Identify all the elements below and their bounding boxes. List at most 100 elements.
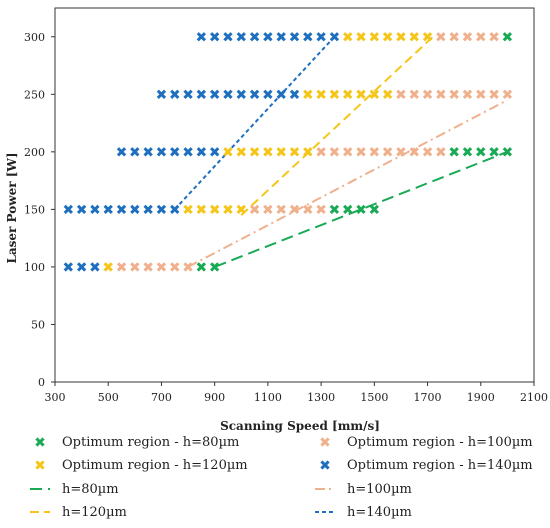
- legend-item: Optimum region - h=80µm: [35, 435, 239, 450]
- data-point: [409, 89, 419, 99]
- data-point: [183, 204, 193, 215]
- legend-item: Optimum region - h=120µm: [35, 458, 248, 473]
- data-point: [90, 262, 100, 272]
- data-point: [223, 89, 233, 99]
- x-tick-label: 1700: [414, 391, 442, 404]
- legend-label: h=120µm: [62, 505, 127, 520]
- y-tick-label: 50: [31, 318, 45, 331]
- x-axis-ticks: 300 500 700 900 1100 1300 1500 1700 1900 2100: [45, 382, 548, 404]
- data-point: [210, 147, 220, 157]
- data-point: [276, 89, 286, 99]
- x-tick-label: 2100: [520, 391, 548, 404]
- data-point: [103, 204, 113, 215]
- data-point: [90, 204, 100, 215]
- data-point: [289, 204, 300, 215]
- data-point: [449, 32, 459, 42]
- data-point: [396, 32, 406, 42]
- legend-label: Optimum region - h=120µm: [62, 458, 248, 473]
- data-point: [183, 89, 193, 99]
- data-point: [196, 262, 207, 272]
- data-point: [409, 32, 419, 42]
- data-point: [116, 147, 127, 157]
- fit-line: [187, 99, 508, 268]
- data-point: [356, 204, 366, 215]
- y-tick-label: 250: [24, 88, 45, 101]
- fit-line: [240, 36, 434, 216]
- data-point: [130, 262, 140, 272]
- data-point: [289, 32, 300, 42]
- legend-item: Optimum region - h=140µm: [320, 458, 533, 473]
- data-point: [343, 204, 353, 215]
- data-point: [329, 89, 340, 99]
- data-point: [396, 147, 406, 157]
- legend-item: h=80µm: [30, 482, 119, 497]
- data-point: [116, 204, 127, 215]
- data-point: [35, 437, 45, 447]
- data-point: [249, 204, 260, 215]
- data-point: [316, 89, 326, 99]
- data-point: [210, 262, 220, 272]
- legend-item: h=120µm: [30, 505, 127, 520]
- data-point: [382, 89, 393, 99]
- data-point: [263, 204, 273, 215]
- legend-item: Optimum region - h=100µm: [320, 435, 533, 450]
- y-tick-label: 300: [24, 31, 45, 44]
- data-point: [143, 147, 153, 157]
- data-point: [303, 32, 313, 42]
- data-point: [436, 147, 446, 157]
- data-point: [316, 32, 326, 42]
- x-tick-label: 900: [204, 391, 225, 404]
- data-point: [422, 147, 433, 157]
- data-point: [236, 89, 246, 99]
- data-point: [210, 32, 220, 42]
- data-point: [502, 147, 513, 157]
- legend-label: Optimum region - h=80µm: [62, 435, 239, 450]
- data-point: [210, 204, 220, 215]
- data-point: [369, 89, 379, 99]
- data-point: [329, 147, 340, 157]
- data-point: [356, 32, 366, 42]
- legend: Optimum region - h=80µm Optimum region - …: [30, 435, 533, 520]
- x-tick-label: 300: [45, 391, 66, 404]
- x-tick-label: 1500: [360, 391, 388, 404]
- data-point: [156, 204, 167, 215]
- y-axis-ticks: 0 50 100 150 200 250 300: [24, 31, 55, 389]
- data-point: [320, 460, 330, 470]
- data-point: [196, 32, 207, 42]
- data-point: [143, 262, 153, 272]
- data-point: [422, 89, 433, 99]
- data-point: [329, 204, 340, 215]
- series-markers: [63, 32, 340, 272]
- data-point: [369, 32, 379, 42]
- x-tick-label: 1300: [307, 391, 335, 404]
- series-markers: [103, 32, 433, 272]
- data-point: [436, 89, 446, 99]
- data-point: [196, 89, 207, 99]
- data-point: [343, 32, 353, 42]
- fit-lines: [174, 36, 508, 268]
- data-point: [210, 89, 220, 99]
- data-point: [343, 89, 353, 99]
- legend-label: Optimum region - h=140µm: [347, 458, 533, 473]
- data-point: [409, 147, 419, 157]
- data-point: [449, 89, 459, 99]
- data-point: [223, 147, 233, 157]
- data-point: [76, 204, 87, 215]
- data-point: [103, 262, 113, 272]
- y-axis-title: Laser Power [W]: [5, 152, 19, 263]
- legend-item: h=140µm: [315, 505, 412, 520]
- data-point: [236, 204, 246, 215]
- x-tick-label: 700: [151, 391, 172, 404]
- data-point: [35, 460, 45, 470]
- series-markers: [196, 32, 513, 272]
- data-point: [369, 204, 379, 215]
- data-point: [76, 262, 87, 272]
- data-point: [236, 32, 246, 42]
- data-point: [156, 89, 167, 99]
- data-point: [303, 89, 313, 99]
- data-point: [356, 147, 366, 157]
- data-point: [276, 147, 286, 157]
- data-point: [382, 32, 393, 42]
- fit-line: [214, 150, 508, 268]
